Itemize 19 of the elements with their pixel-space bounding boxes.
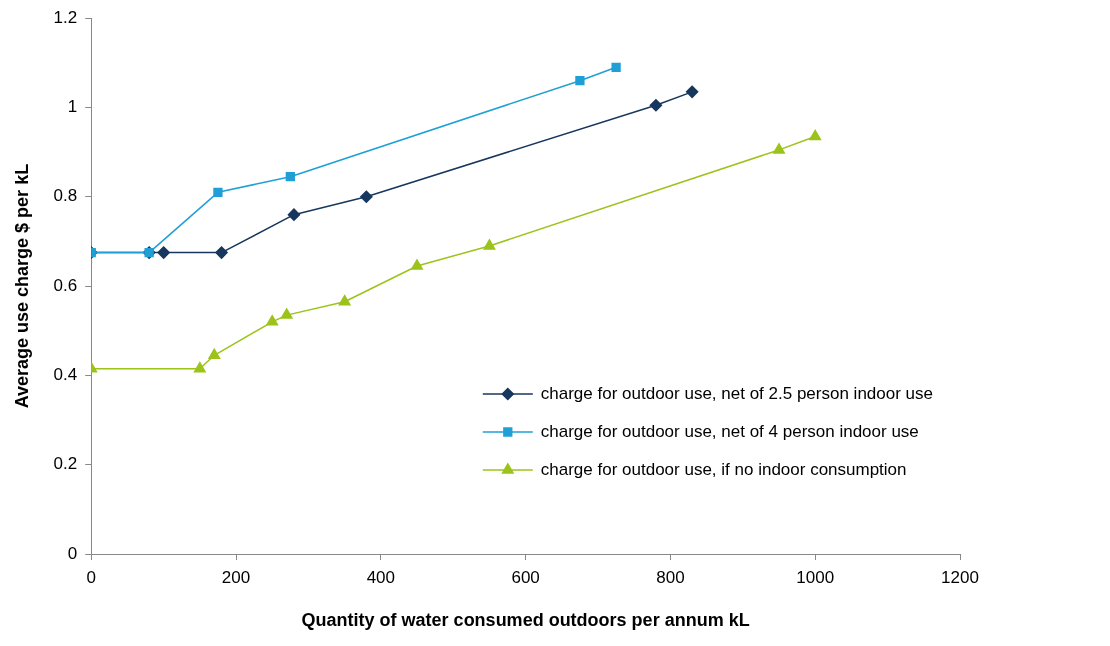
legend-label: charge for outdoor use, net of 2.5 person indoor use	[540, 383, 934, 403]
x-tick-label: 400	[366, 567, 396, 587]
legend-label: charge for outdoor use, net of 4 person indoor use	[540, 421, 919, 441]
legend-label: charge for outdoor use, if no indoor consumption	[540, 459, 907, 479]
x-tick-label: 600	[511, 567, 540, 587]
y-tick-label: 1	[67, 97, 78, 117]
x-tick-label: 1000	[796, 567, 835, 587]
x-axis-title: Quantity of water consumed outdoors per annum kL	[301, 610, 750, 631]
y-tick-label: 0.8	[53, 186, 78, 206]
x-tick-label: 0	[86, 567, 96, 587]
y-tick-label: 0.6	[53, 275, 78, 295]
y-tick-label: 0	[67, 543, 78, 563]
y-axis-title: Average use charge $ per kL	[11, 163, 32, 409]
x-tick-label: 1200	[941, 567, 979, 587]
y-tick-label: 1.2	[53, 7, 78, 27]
x-tick-label: 200	[221, 567, 251, 587]
y-tick-label: 0.2	[53, 454, 78, 474]
y-tick-label: 0.4	[53, 365, 78, 385]
x-tick-label: 800	[656, 567, 685, 587]
